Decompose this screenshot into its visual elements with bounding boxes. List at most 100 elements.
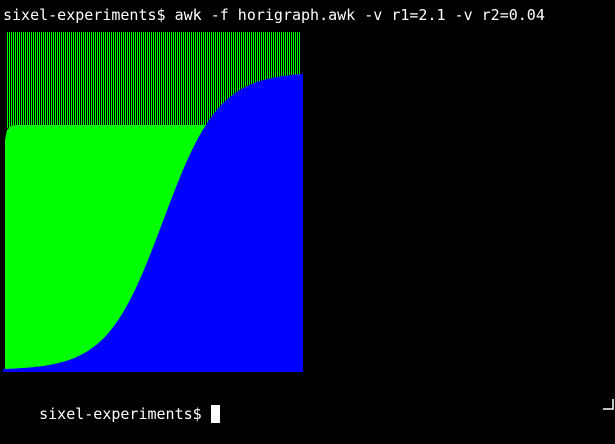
resize-grip-icon[interactable] — [603, 399, 614, 410]
green-stripe — [117, 32, 118, 128]
green-stripe — [105, 32, 106, 128]
green-stripe — [27, 32, 28, 128]
green-stripe — [121, 32, 122, 128]
green-stripe — [207, 32, 208, 128]
green-stripe — [75, 32, 76, 128]
green-stripe — [35, 32, 36, 128]
green-stripe — [151, 32, 152, 128]
green-stripe — [127, 32, 128, 128]
green-stripe — [49, 32, 50, 128]
green-stripe — [25, 32, 26, 128]
green-stripe — [87, 32, 88, 128]
green-stripe — [183, 32, 184, 128]
prompt-line[interactable]: sixel-experiments$ — [3, 384, 220, 423]
green-stripe — [69, 32, 70, 128]
green-stripe — [185, 32, 186, 128]
green-stripe — [181, 32, 182, 128]
green-stripe — [177, 32, 178, 128]
green-stripe — [13, 32, 14, 128]
green-stripe — [153, 32, 154, 128]
green-stripe — [223, 32, 224, 128]
green-stripe — [129, 32, 130, 128]
green-stripe — [187, 32, 188, 128]
green-stripe — [125, 32, 126, 128]
green-stripe — [61, 32, 62, 128]
green-stripe — [91, 32, 92, 128]
green-stripe — [79, 32, 80, 128]
green-stripe — [107, 32, 108, 128]
green-stripe — [171, 32, 172, 128]
green-stripe — [155, 32, 156, 128]
green-stripe — [167, 32, 168, 128]
sixel-graph — [3, 32, 303, 372]
green-stripe — [165, 32, 166, 128]
green-stripe — [53, 32, 54, 128]
green-stripe — [219, 32, 220, 128]
green-stripe — [19, 32, 20, 128]
green-stripe — [55, 32, 56, 128]
green-stripe — [71, 32, 72, 128]
green-stripe — [245, 32, 246, 128]
green-stripe — [157, 32, 158, 128]
green-stripe — [163, 32, 164, 128]
green-stripe — [11, 32, 12, 128]
green-stripe — [45, 32, 46, 128]
green-stripe — [89, 32, 90, 128]
green-stripe — [83, 32, 84, 128]
green-stripe — [229, 32, 230, 128]
green-stripe — [93, 32, 94, 128]
green-stripe — [59, 32, 60, 128]
green-stripe — [217, 32, 218, 128]
green-stripe — [205, 32, 206, 128]
green-stripe — [77, 32, 78, 128]
green-stripe — [259, 32, 260, 128]
green-stripe — [221, 32, 222, 128]
green-stripe — [241, 32, 242, 128]
green-stripe — [261, 32, 262, 128]
green-stripe — [123, 32, 124, 128]
green-stripe — [195, 32, 196, 128]
text-cursor — [210, 405, 220, 423]
green-stripe — [239, 32, 240, 128]
green-stripe — [159, 32, 160, 128]
terminal-window[interactable]: sixel-experiments$ awk -f horigraph.awk … — [0, 0, 615, 423]
green-stripe — [43, 32, 44, 128]
green-stripe — [189, 32, 190, 128]
green-stripe — [33, 32, 34, 128]
green-stripe — [133, 32, 134, 128]
green-stripe — [41, 32, 42, 128]
green-stripe — [63, 32, 64, 128]
green-stripe — [143, 32, 144, 128]
green-stripe — [149, 32, 150, 128]
green-stripe — [251, 32, 252, 128]
green-stripe — [103, 32, 104, 128]
green-stripe — [29, 32, 30, 128]
green-stripe — [191, 32, 192, 128]
green-stripe — [235, 32, 236, 128]
green-stripe — [199, 32, 200, 128]
green-stripe — [237, 32, 238, 128]
green-stripe — [209, 32, 210, 128]
green-stripe — [15, 32, 16, 128]
green-stripe — [57, 32, 58, 128]
green-stripe — [39, 32, 40, 128]
green-stripe — [243, 32, 244, 128]
green-stripe — [23, 32, 24, 128]
green-stripe — [31, 32, 32, 128]
green-stripe — [113, 32, 114, 128]
green-stripe — [257, 32, 258, 128]
green-stripe — [231, 32, 232, 128]
green-stripe — [173, 32, 174, 128]
prompt-text: sixel-experiments$ — [39, 405, 202, 423]
green-stripe — [253, 32, 254, 128]
green-stripe — [201, 32, 202, 128]
green-stripe — [85, 32, 86, 128]
green-stripe — [179, 32, 180, 128]
green-stripe — [37, 32, 38, 128]
green-stripe — [51, 32, 52, 128]
green-stripe — [7, 32, 8, 128]
green-stripe — [17, 32, 18, 128]
green-stripe — [211, 32, 212, 128]
green-stripe — [119, 32, 120, 128]
green-stripe — [213, 32, 214, 128]
